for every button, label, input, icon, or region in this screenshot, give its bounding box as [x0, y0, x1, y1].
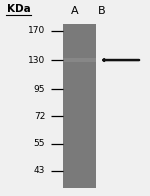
- Text: A: A: [71, 6, 79, 16]
- Text: 170: 170: [28, 26, 45, 35]
- Text: 72: 72: [34, 112, 45, 121]
- Bar: [63, 58, 96, 62]
- Text: 55: 55: [34, 139, 45, 148]
- Text: KDa: KDa: [7, 4, 30, 14]
- Bar: [63, 24, 96, 188]
- Text: 130: 130: [28, 55, 45, 64]
- Text: B: B: [98, 6, 106, 16]
- Text: 43: 43: [34, 166, 45, 175]
- Text: 95: 95: [34, 85, 45, 94]
